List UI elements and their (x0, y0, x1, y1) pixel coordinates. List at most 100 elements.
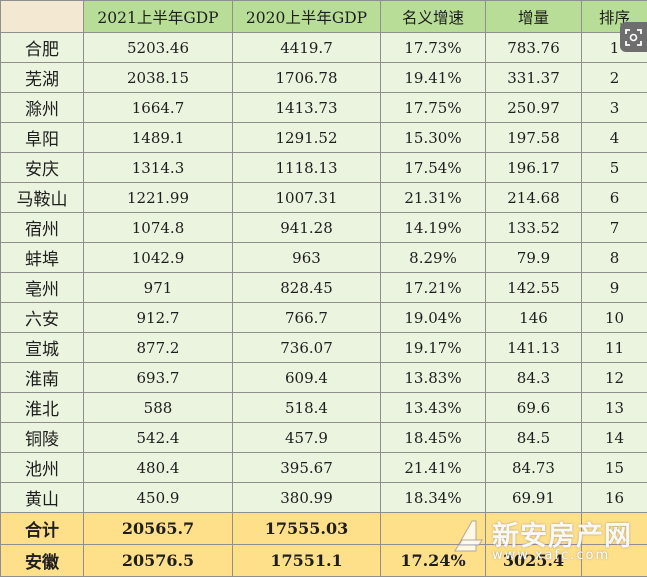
rank-cell: 6 (581, 182, 647, 213)
gdp-2021-cell: 1221.99 (83, 182, 233, 213)
growth-cell: 17.54% (380, 152, 486, 183)
growth-cell: 18.45% (380, 422, 486, 453)
city-cell: 六安 (0, 302, 84, 333)
rank-cell: 13 (581, 392, 647, 423)
header-growth: 名义增速 (380, 0, 486, 33)
table-row: 淮北 588 518.4 13.43% 69.6 13 (0, 392, 647, 423)
gdp-2021-cell: 480.4 (83, 452, 233, 483)
gdp-2020-cell: 1706.78 (232, 62, 381, 93)
increase-cell: 133.52 (485, 212, 582, 243)
rank-cell (581, 512, 647, 545)
growth-cell: 17.73% (380, 32, 486, 63)
gdp-2021-cell: 877.2 (83, 332, 233, 363)
gdp-2021-cell: 971 (83, 272, 233, 303)
city-cell: 马鞍山 (0, 182, 84, 213)
growth-cell: 13.43% (380, 392, 486, 423)
rank-cell: 11 (581, 332, 647, 363)
gdp-2020-cell: 1291.52 (232, 122, 381, 153)
gdp-2021-cell: 1314.3 (83, 152, 233, 183)
increase-cell: 69.91 (485, 482, 582, 513)
rank-cell: 2 (581, 62, 647, 93)
city-cell: 阜阳 (0, 122, 84, 153)
gdp-2021-cell: 542.4 (83, 422, 233, 453)
table-row: 蚌埠 1042.9 963 8.29% 79.9 8 (0, 242, 647, 273)
rank-cell: 7 (581, 212, 647, 243)
increase-cell: 214.68 (485, 182, 582, 213)
city-cell: 宣城 (0, 332, 84, 363)
growth-cell: 21.31% (380, 182, 486, 213)
rank-cell: 12 (581, 362, 647, 393)
gdp-2020-cell: 518.4 (232, 392, 381, 423)
gdp-2021-cell: 2038.15 (83, 62, 233, 93)
growth-cell: 19.17% (380, 332, 486, 363)
city-cell: 池州 (0, 452, 84, 483)
watermark-name: 新安房产网 (492, 521, 632, 552)
gdp-2021-cell: 1042.9 (83, 242, 233, 273)
header-increase: 增量 (485, 0, 582, 33)
gdp-2021-cell: 20565.7 (83, 512, 233, 545)
gdp-2020-cell: 609.4 (232, 362, 381, 393)
rank-cell: 3 (581, 92, 647, 123)
rank-cell (581, 544, 647, 577)
rank-cell: 15 (581, 452, 647, 483)
gdp-2020-cell: 941.28 (232, 212, 381, 243)
table-row: 宣城 877.2 736.07 19.17% 141.13 11 (0, 332, 647, 363)
increase-cell: 146 (485, 302, 582, 333)
increase-cell (485, 512, 582, 545)
table-row: 阜阳 1489.1 1291.52 15.30% 197.58 4 (0, 122, 647, 153)
header-rank: 排序 (581, 0, 647, 33)
table-row: 马鞍山 1221.99 1007.31 21.31% 214.68 6 (0, 182, 647, 213)
gdp-2020-cell: 457.9 (232, 422, 381, 453)
table-row: 安庆 1314.3 1118.13 17.54% 196.17 5 (0, 152, 647, 183)
city-cell: 安庆 (0, 152, 84, 183)
increase-cell: 141.13 (485, 332, 582, 363)
city-cell: 芜湖 (0, 62, 84, 93)
city-cell: 亳州 (0, 272, 84, 303)
increase-cell: 783.76 (485, 32, 582, 63)
header-row: 2021上半年GDP 2020上半年GDP 名义增速 增量 排序 (0, 0, 647, 33)
gdp-2020-cell: 766.7 (232, 302, 381, 333)
gdp-2021-cell: 20576.5 (83, 544, 233, 577)
gdp-2020-cell: 828.45 (232, 272, 381, 303)
gdp-2021-cell: 5203.46 (83, 32, 233, 63)
growth-cell: 17.75% (380, 92, 486, 123)
growth-cell: 17.21% (380, 272, 486, 303)
increase-cell: 250.97 (485, 92, 582, 123)
city-cell: 宿州 (0, 212, 84, 243)
gdp-2021-cell: 1074.8 (83, 212, 233, 243)
city-cell: 合计 (0, 512, 84, 545)
rank-cell: 16 (581, 482, 647, 513)
city-cell: 淮北 (0, 392, 84, 423)
header-gdp-2021: 2021上半年GDP (83, 0, 233, 33)
table-row: 宿州 1074.8 941.28 14.19% 133.52 7 (0, 212, 647, 243)
increase-cell: 196.17 (485, 152, 582, 183)
table-row: 六安 912.7 766.7 19.04% 146 10 (0, 302, 647, 333)
gdp-2021-cell: 588 (83, 392, 233, 423)
rank-cell: 9 (581, 272, 647, 303)
growth-cell: 19.41% (380, 62, 486, 93)
table-row: 铜陵 542.4 457.9 18.45% 84.5 14 (0, 422, 647, 453)
growth-cell: 13.83% (380, 362, 486, 393)
gdp-2020-cell: 17551.1 (232, 544, 381, 577)
rank-cell: 4 (581, 122, 647, 153)
city-cell: 淮南 (0, 362, 84, 393)
gdp-2020-cell: 395.67 (232, 452, 381, 483)
rank-cell: 10 (581, 302, 647, 333)
scan-icon[interactable] (620, 22, 647, 52)
gdp-2021-cell: 1664.7 (83, 92, 233, 123)
gdp-2021-cell: 450.9 (83, 482, 233, 513)
increase-cell: 79.9 (485, 242, 582, 273)
gdp-2021-cell: 693.7 (83, 362, 233, 393)
gdp-2020-cell: 736.07 (232, 332, 381, 363)
city-cell: 滁州 (0, 92, 84, 123)
city-cell: 铜陵 (0, 422, 84, 453)
growth-cell: 14.19% (380, 212, 486, 243)
rank-cell: 5 (581, 152, 647, 183)
growth-cell: 19.04% (380, 302, 486, 333)
gdp-2020-cell: 17555.03 (232, 512, 381, 545)
gdp-2020-cell: 380.99 (232, 482, 381, 513)
growth-cell: 21.41% (380, 452, 486, 483)
city-cell: 黄山 (0, 482, 84, 513)
increase-cell: 69.6 (485, 392, 582, 423)
header-corner (0, 0, 84, 33)
